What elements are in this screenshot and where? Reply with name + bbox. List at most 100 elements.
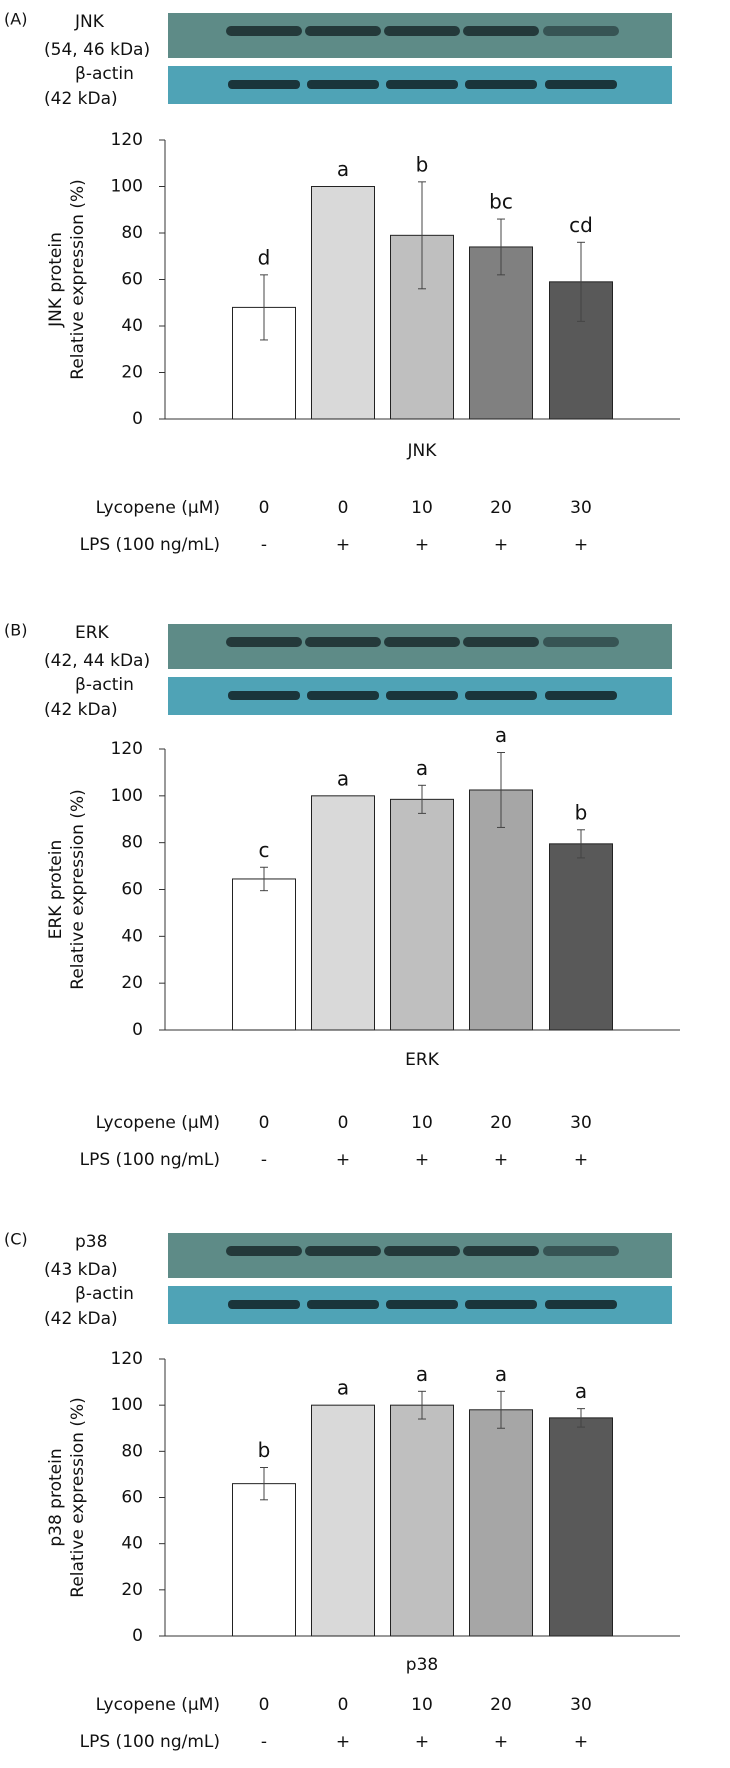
treatment-value: 0 [338,1695,349,1715]
treatment-value: + [494,1150,508,1170]
annotation: a [337,1376,349,1400]
error-bar [260,274,268,341]
blot-band [545,691,617,700]
treatment-value: 0 [259,1695,270,1715]
blot-label: (43 kDa) [44,1260,118,1280]
y-tick-label: 20 [121,973,143,993]
treatment-value: + [574,1150,588,1170]
blot-label: ERK [75,623,110,643]
y-tick-label: 80 [121,833,143,853]
y-tick-label: 0 [132,1020,143,1040]
blot-band [463,637,539,647]
y-axis-label: p38 protein [46,1448,66,1546]
blot-label: (42, 44 kDa) [44,651,150,671]
y-tick-label: 40 [121,316,143,336]
y-tick-label: 20 [121,1580,143,1600]
y-axis-label: Relative expression (%) [68,179,88,379]
error-bar [577,241,585,322]
error-bar [497,218,505,276]
annotation: a [337,766,349,790]
treatment-value: 10 [411,498,433,518]
treatment-label: Lycopene (μM) [96,1695,220,1715]
annotation: a [495,723,507,747]
y-tick-label: 40 [121,926,143,946]
blot-band [386,691,458,700]
annotation: a [416,756,428,780]
bar [232,878,296,1031]
y-tick-label: 80 [121,223,143,243]
blot-band [305,1246,381,1256]
treatment-value: 30 [570,1695,592,1715]
error-bar [577,1408,585,1428]
x-axis-label: p38 [406,1655,438,1675]
x-axis-label: JNK [407,441,438,461]
y-tick-label: 120 [111,1349,143,1369]
treatment-value: 10 [411,1113,433,1133]
treatment-value: 30 [570,1113,592,1133]
treatment-value: 30 [570,498,592,518]
blot-label: β-actin [75,64,134,84]
y-axis-label: Relative expression (%) [68,1397,88,1597]
bar [469,1409,533,1637]
blot-label: JNK [74,12,105,32]
panel-label: (C) [4,1230,28,1249]
bar [549,1417,613,1637]
blot-band [384,1246,460,1256]
treatment-value: + [415,535,429,555]
treatment-value: + [415,1732,429,1752]
annotation: b [258,1438,271,1462]
blot-band [228,80,300,89]
treatment-value: + [336,535,350,555]
y-tick-label: 60 [121,1488,143,1508]
blot-label: β-actin [75,1284,134,1304]
annotation: a [495,1362,507,1386]
blot-label: (42 kDa) [44,700,118,720]
blot-label: (42 kDa) [44,1309,118,1329]
blot-band [545,1300,617,1309]
treatment-value: + [415,1150,429,1170]
treatment-value: - [261,535,267,555]
treatment-value: 0 [259,498,270,518]
blot-label: (54, 46 kDa) [44,40,150,60]
error-bar [260,1466,268,1501]
treatment-value: 10 [411,1695,433,1715]
blot-band [543,637,619,647]
treatment-value: 20 [490,498,512,518]
blot-label: β-actin [75,675,134,695]
blot-band [305,637,381,647]
y-tick-label: 60 [121,270,143,290]
bar [232,1483,296,1637]
treatment-value: + [336,1150,350,1170]
y-tick-label: 120 [111,130,143,150]
y-tick-label: 120 [111,739,143,759]
treatment-label: Lycopene (μM) [96,498,220,518]
treatment-value: + [336,1732,350,1752]
bar [311,186,375,420]
bar [390,798,454,1031]
panel-label: (B) [4,621,27,640]
bar [549,843,613,1031]
treatment-value: 20 [490,1113,512,1133]
y-tick-label: 0 [132,409,143,429]
blot-band [465,691,537,700]
annotation: c [259,838,270,862]
treatment-value: + [494,535,508,555]
blot-band [384,26,460,36]
blot-band [226,637,302,647]
blot-band [463,26,539,36]
error-bar [497,752,505,828]
y-tick-label: 20 [121,363,143,383]
y-tick-label: 100 [111,1395,143,1415]
bar [311,795,375,1031]
y-axis-label: ERK protein [46,840,66,940]
y-axis-label: Relative expression (%) [68,789,88,989]
x-axis-label: ERK [405,1050,440,1070]
error-bar [418,1390,426,1420]
y-tick-label: 60 [121,880,143,900]
error-bar [418,784,426,814]
treatment-value: 0 [338,498,349,518]
treatment-value: 0 [338,1113,349,1133]
blot-band [226,26,302,36]
blot-label: (42 kDa) [44,89,118,109]
